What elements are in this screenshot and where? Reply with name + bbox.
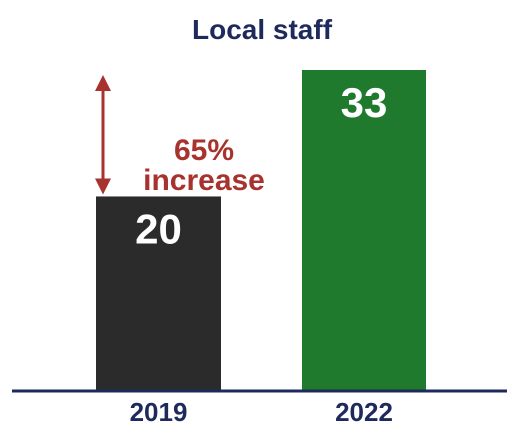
arrowhead-down-icon [95, 178, 111, 195]
value-label-2022: 33 [341, 79, 388, 126]
bar-2019 [96, 196, 221, 391]
chart-title: Local staff [192, 14, 333, 45]
bars-layer [96, 70, 426, 391]
tick-label-2019: 2019 [130, 397, 188, 427]
tick-labels-layer: 2019 2022 [130, 397, 393, 427]
annotation-increase: increase [143, 164, 265, 197]
arrowhead-up-icon [95, 75, 111, 91]
value-label-2019: 20 [135, 205, 182, 252]
bar-2022 [302, 70, 426, 391]
increase-annotation: 65% increase [95, 75, 265, 197]
tick-label-2022: 2022 [335, 397, 393, 427]
annotation-percent: 65% [174, 134, 234, 167]
